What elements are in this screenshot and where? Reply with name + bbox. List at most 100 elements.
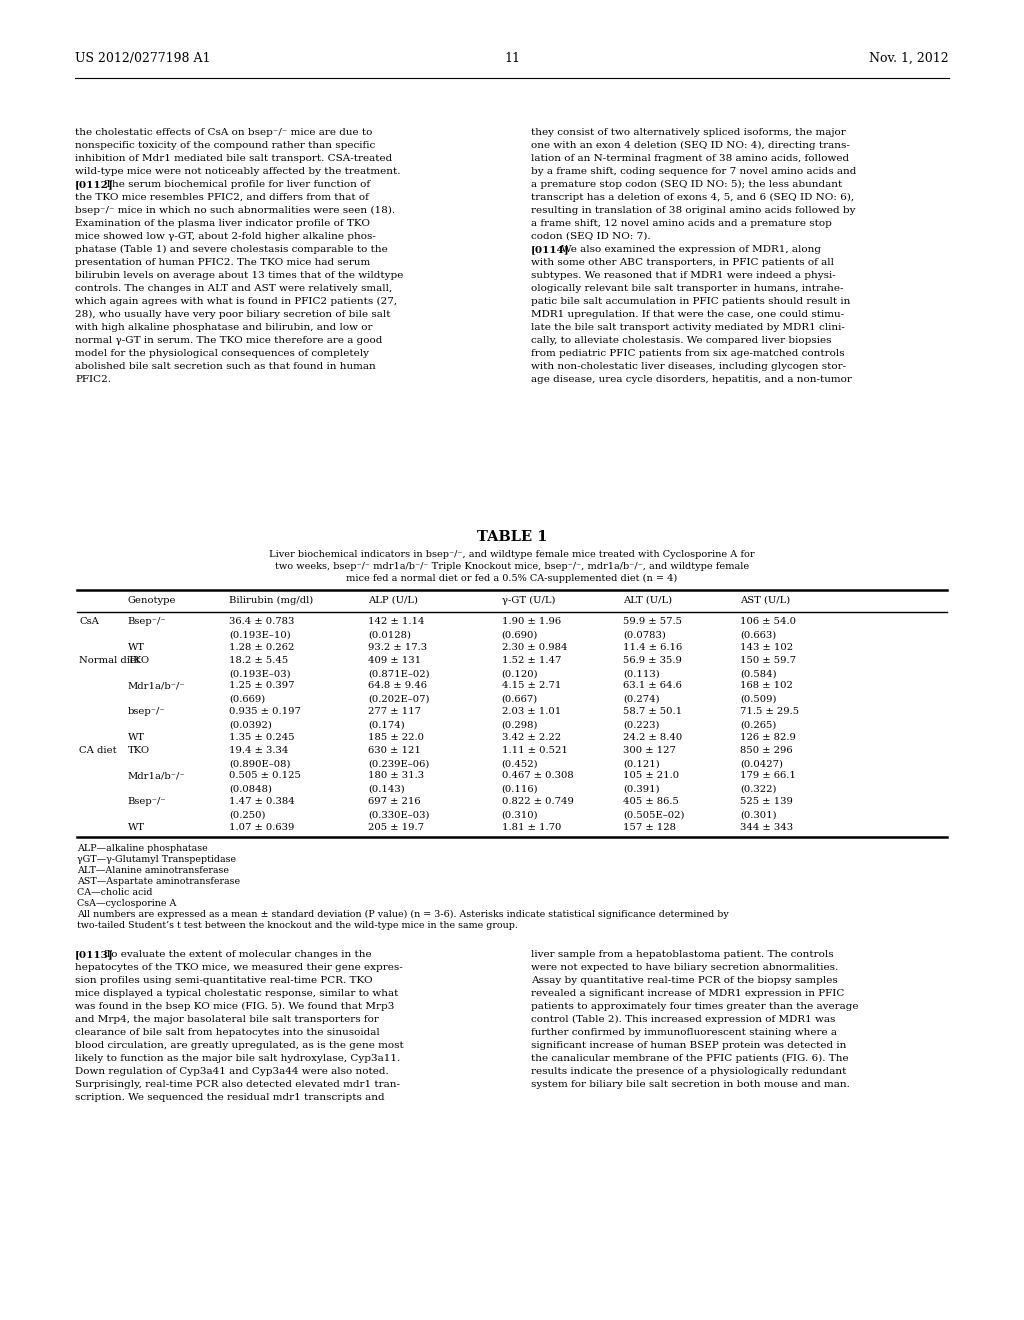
Text: 185 ± 22.0: 185 ± 22.0 <box>369 733 425 742</box>
Text: 2.30 ± 0.984: 2.30 ± 0.984 <box>502 643 567 652</box>
Text: 126 ± 82.9: 126 ± 82.9 <box>740 733 796 742</box>
Text: 11: 11 <box>504 51 520 65</box>
Text: 56.9 ± 35.9: 56.9 ± 35.9 <box>624 656 682 665</box>
Text: [0112]: [0112] <box>75 180 114 189</box>
Text: WT: WT <box>127 733 144 742</box>
Text: (0.116): (0.116) <box>502 785 539 795</box>
Text: 180 ± 31.3: 180 ± 31.3 <box>369 771 425 780</box>
Text: 157 ± 128: 157 ± 128 <box>624 822 677 832</box>
Text: scription. We sequenced the residual mdr1 transcripts and: scription. We sequenced the residual mdr… <box>75 1093 385 1102</box>
Text: transcript has a deletion of exons 4, 5, and 6 (SEQ ID NO: 6),: transcript has a deletion of exons 4, 5,… <box>531 193 854 202</box>
Text: (0.298): (0.298) <box>502 721 538 730</box>
Text: Bsep⁻/⁻: Bsep⁻/⁻ <box>127 797 166 807</box>
Text: hepatocytes of the TKO mice, we measured their gene expres-: hepatocytes of the TKO mice, we measured… <box>75 964 402 972</box>
Text: Bilirubin (mg/dl): Bilirubin (mg/dl) <box>229 597 313 605</box>
Text: Surprisingly, real-time PCR also detected elevated mdr1 tran-: Surprisingly, real-time PCR also detecte… <box>75 1080 400 1089</box>
Text: 277 ± 117: 277 ± 117 <box>369 708 422 715</box>
Text: 1.81 ± 1.70: 1.81 ± 1.70 <box>502 822 561 832</box>
Text: liver sample from a hepatoblastoma patient. The controls: liver sample from a hepatoblastoma patie… <box>531 950 834 960</box>
Text: 344 ± 343: 344 ± 343 <box>740 822 793 832</box>
Text: codon (SEQ ID NO: 7).: codon (SEQ ID NO: 7). <box>531 232 650 242</box>
Text: were not expected to have biliary secretion abnormalities.: were not expected to have biliary secret… <box>531 964 839 972</box>
Text: CA diet: CA diet <box>79 746 117 755</box>
Text: (0.667): (0.667) <box>502 696 538 704</box>
Text: bsep⁻/⁻ mice in which no such abnormalities were seen (18).: bsep⁻/⁻ mice in which no such abnormalit… <box>75 206 395 215</box>
Text: subtypes. We reasoned that if MDR1 were indeed a physi-: subtypes. We reasoned that if MDR1 were … <box>531 271 836 280</box>
Text: (0.223): (0.223) <box>624 721 659 730</box>
Text: 205 ± 19.7: 205 ± 19.7 <box>369 822 425 832</box>
Text: (0.310): (0.310) <box>502 810 539 820</box>
Text: 63.1 ± 64.6: 63.1 ± 64.6 <box>624 681 682 690</box>
Text: 525 ± 139: 525 ± 139 <box>740 797 793 807</box>
Text: 1.07 ± 0.639: 1.07 ± 0.639 <box>229 822 295 832</box>
Text: ALT—Alanine aminotransferase: ALT—Alanine aminotransferase <box>77 866 229 875</box>
Text: 150 ± 59.7: 150 ± 59.7 <box>740 656 796 665</box>
Text: 93.2 ± 17.3: 93.2 ± 17.3 <box>369 643 428 652</box>
Text: 28), who usually have very poor biliary secretion of bile salt: 28), who usually have very poor biliary … <box>75 310 390 319</box>
Text: Bsep⁻/⁻: Bsep⁻/⁻ <box>127 616 166 626</box>
Text: from pediatric PFIC patients from six age-matched controls: from pediatric PFIC patients from six ag… <box>531 348 845 358</box>
Text: (0.174): (0.174) <box>369 721 406 730</box>
Text: Mdr1a/b⁻/⁻: Mdr1a/b⁻/⁻ <box>127 771 185 780</box>
Text: 630 ± 121: 630 ± 121 <box>369 746 421 755</box>
Text: the TKO mice resembles PFIC2, and differs from that of: the TKO mice resembles PFIC2, and differ… <box>75 193 369 202</box>
Text: 168 ± 102: 168 ± 102 <box>740 681 793 690</box>
Text: bsep⁻/⁻: bsep⁻/⁻ <box>127 708 165 715</box>
Text: two weeks, bsep⁻/⁻ mdr1a/b⁻/⁻ Triple Knockout mice, bsep⁻/⁻, mdr1a/b⁻/⁻, and wil: two weeks, bsep⁻/⁻ mdr1a/b⁻/⁻ Triple Kno… <box>274 562 750 572</box>
Text: 105 ± 21.0: 105 ± 21.0 <box>624 771 680 780</box>
Text: (0.0848): (0.0848) <box>229 785 272 795</box>
Text: 2.03 ± 1.01: 2.03 ± 1.01 <box>502 708 561 715</box>
Text: one with an exon 4 deletion (SEQ ID NO: 4), directing trans-: one with an exon 4 deletion (SEQ ID NO: … <box>531 141 850 150</box>
Text: mice displayed a typical cholestatic response, similar to what: mice displayed a typical cholestatic res… <box>75 989 398 998</box>
Text: ALP—alkaline phosphatase: ALP—alkaline phosphatase <box>77 843 208 853</box>
Text: Examination of the plasma liver indicator profile of TKO: Examination of the plasma liver indicato… <box>75 219 370 228</box>
Text: and Mrp4, the major basolateral bile salt transporters for: and Mrp4, the major basolateral bile sal… <box>75 1015 379 1024</box>
Text: 64.8 ± 9.46: 64.8 ± 9.46 <box>369 681 427 690</box>
Text: (0.322): (0.322) <box>740 785 776 795</box>
Text: (0.121): (0.121) <box>624 759 660 768</box>
Text: 24.2 ± 8.40: 24.2 ± 8.40 <box>624 733 683 742</box>
Text: 71.5 ± 29.5: 71.5 ± 29.5 <box>740 708 799 715</box>
Text: TKO: TKO <box>127 656 150 665</box>
Text: further confirmed by immunofluorescent staining where a: further confirmed by immunofluorescent s… <box>531 1028 837 1038</box>
Text: (0.690): (0.690) <box>502 631 538 639</box>
Text: 58.7 ± 50.1: 58.7 ± 50.1 <box>624 708 682 715</box>
Text: (0.274): (0.274) <box>624 696 660 704</box>
Text: (0.330E–03): (0.330E–03) <box>369 810 430 820</box>
Text: [0113]: [0113] <box>75 950 114 960</box>
Text: Mdr1a/b⁻/⁻: Mdr1a/b⁻/⁻ <box>127 681 185 690</box>
Text: 19.4 ± 3.34: 19.4 ± 3.34 <box>229 746 289 755</box>
Text: with non-cholestatic liver diseases, including glycogen stor-: with non-cholestatic liver diseases, inc… <box>531 362 846 371</box>
Text: 0.467 ± 0.308: 0.467 ± 0.308 <box>502 771 573 780</box>
Text: lation of an N-terminal fragment of 38 amino acids, followed: lation of an N-terminal fragment of 38 a… <box>531 154 849 162</box>
Text: inhibition of Mdr1 mediated bile salt transport. CSA-treated: inhibition of Mdr1 mediated bile salt tr… <box>75 154 392 162</box>
Text: AST (U/L): AST (U/L) <box>740 597 791 605</box>
Text: WT: WT <box>127 643 144 652</box>
Text: which again agrees with what is found in PFIC2 patients (27,: which again agrees with what is found in… <box>75 297 397 306</box>
Text: (0.663): (0.663) <box>740 631 776 639</box>
Text: nonspecific toxicity of the compound rather than specific: nonspecific toxicity of the compound rat… <box>75 141 375 150</box>
Text: (0.669): (0.669) <box>229 696 265 704</box>
Text: cally, to alleviate cholestasis. We compared liver biopsies: cally, to alleviate cholestasis. We comp… <box>531 337 831 345</box>
Text: (0.113): (0.113) <box>624 669 660 678</box>
Text: Assay by quantitative real-time PCR of the biopsy samples: Assay by quantitative real-time PCR of t… <box>531 975 838 985</box>
Text: (0.0128): (0.0128) <box>369 631 412 639</box>
Text: 142 ± 1.14: 142 ± 1.14 <box>369 616 425 626</box>
Text: To evaluate the extent of molecular changes in the: To evaluate the extent of molecular chan… <box>105 950 372 960</box>
Text: 405 ± 86.5: 405 ± 86.5 <box>624 797 679 807</box>
Text: CA—cholic acid: CA—cholic acid <box>77 888 153 898</box>
Text: CsA—cyclosporine A: CsA—cyclosporine A <box>77 899 176 908</box>
Text: patic bile salt accumulation in PFIC patients should result in: patic bile salt accumulation in PFIC pat… <box>531 297 850 306</box>
Text: 0.935 ± 0.197: 0.935 ± 0.197 <box>229 708 301 715</box>
Text: (0.250): (0.250) <box>229 810 266 820</box>
Text: 1.28 ± 0.262: 1.28 ± 0.262 <box>229 643 295 652</box>
Text: All numbers are expressed as a mean ± standard deviation (P value) (n = 3-6). As: All numbers are expressed as a mean ± st… <box>77 909 729 919</box>
Text: they consist of two alternatively spliced isoforms, the major: they consist of two alternatively splice… <box>531 128 846 137</box>
Text: (0.120): (0.120) <box>502 669 539 678</box>
Text: 1.35 ± 0.245: 1.35 ± 0.245 <box>229 733 295 742</box>
Text: Down regulation of Cyp3a41 and Cyp3a44 were also noted.: Down regulation of Cyp3a41 and Cyp3a44 w… <box>75 1067 389 1076</box>
Text: (0.871E–02): (0.871E–02) <box>369 669 430 678</box>
Text: (0.391): (0.391) <box>624 785 660 795</box>
Text: ALP (U/L): ALP (U/L) <box>369 597 419 605</box>
Text: 0.505 ± 0.125: 0.505 ± 0.125 <box>229 771 301 780</box>
